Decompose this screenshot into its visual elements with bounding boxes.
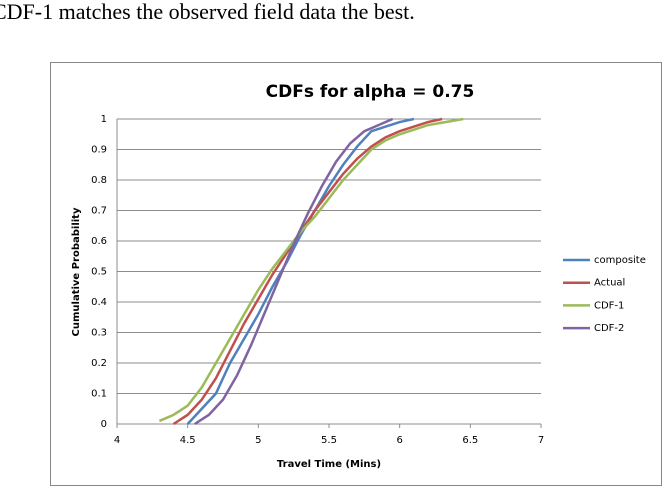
legend-label: CDF-1 xyxy=(594,300,624,311)
y-tick-label: 0.7 xyxy=(91,206,107,217)
chart-frame xyxy=(50,62,662,486)
x-tick-label: 4.5 xyxy=(180,435,196,446)
x-tick-label: 7 xyxy=(538,435,544,446)
x-tick-label: 6.5 xyxy=(462,435,478,446)
y-tick-label: 0.8 xyxy=(91,175,107,186)
x-tick-label: 4 xyxy=(114,435,120,446)
legend-label: composite xyxy=(594,255,646,266)
x-axis-label: Travel Time (Mins) xyxy=(277,459,381,470)
y-axis-label: Cumulative Probability xyxy=(71,207,82,336)
x-tick-label: 5 xyxy=(255,435,261,446)
x-tick-label: 6 xyxy=(396,435,402,446)
chart-title: CDFs for alpha = 0.75 xyxy=(266,82,475,102)
y-tick-label: 0.6 xyxy=(91,236,107,247)
legend-label: Actual xyxy=(594,278,625,289)
y-tick-label: 1 xyxy=(101,114,107,125)
y-tick-label: 0.5 xyxy=(91,267,107,278)
series-line xyxy=(186,117,415,425)
y-tick-label: 0.2 xyxy=(91,358,107,369)
y-tick-label: 0.3 xyxy=(91,328,107,339)
caption: CDF-1 matches the observed field data th… xyxy=(0,0,415,24)
series-line xyxy=(194,117,394,426)
y-tick-label: 0.4 xyxy=(91,297,107,308)
y-tick-label: 0 xyxy=(101,419,107,430)
y-tick-label: 0.1 xyxy=(91,389,107,400)
x-tick-label: 5.5 xyxy=(321,435,337,446)
legend-label: CDF-2 xyxy=(594,323,624,334)
y-tick-label: 0.9 xyxy=(91,145,107,156)
series-line xyxy=(158,117,464,423)
